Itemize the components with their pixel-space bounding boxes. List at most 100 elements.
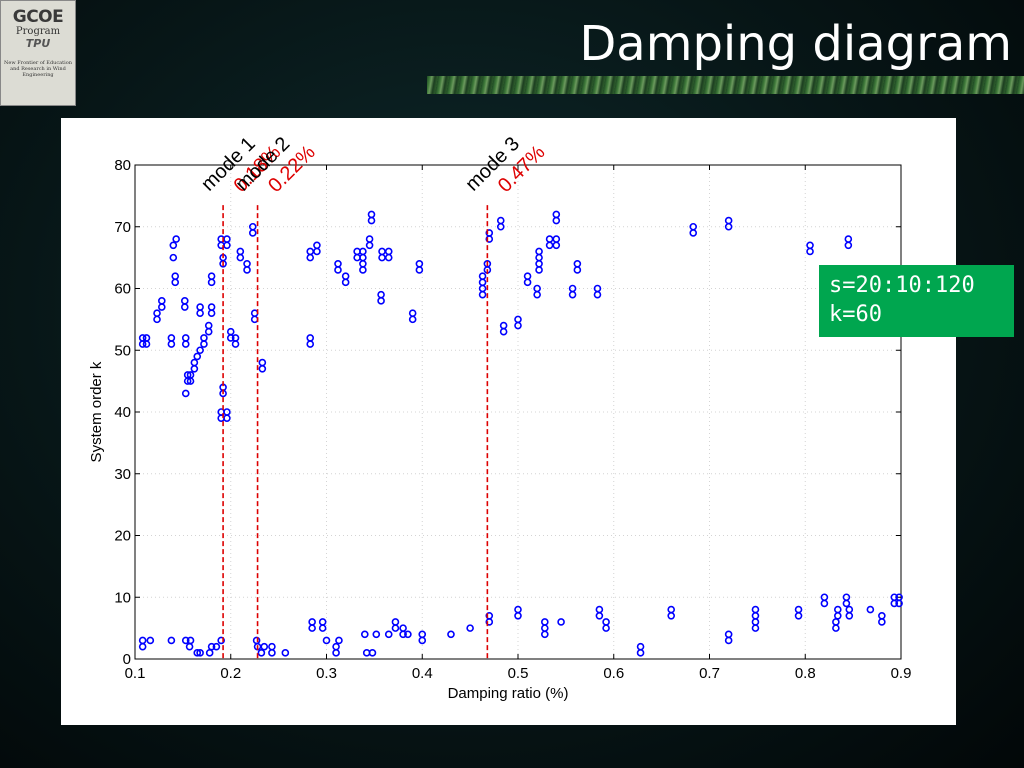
data-point — [842, 599, 851, 608]
slide-title: Damping diagram — [579, 16, 1012, 72]
data-point — [751, 624, 760, 632]
data-point — [243, 266, 251, 274]
data-point — [391, 618, 400, 626]
data-point — [408, 315, 417, 324]
data-point — [602, 624, 610, 632]
data-point — [313, 241, 321, 250]
data-point — [190, 358, 199, 367]
x-tick-label: 0.8 — [795, 665, 816, 682]
data-point — [535, 266, 543, 274]
logo-line-2: Program — [15, 26, 61, 37]
data-point — [478, 272, 487, 280]
data-point — [844, 241, 853, 250]
y-tick-label: 70 — [114, 219, 131, 236]
data-point — [186, 371, 195, 379]
data-point — [181, 389, 190, 398]
y-tick-label: 20 — [114, 528, 131, 545]
data-point — [359, 266, 367, 274]
data-point — [207, 309, 216, 317]
x-tick-label: 0.3 — [316, 665, 337, 682]
data-point — [181, 334, 190, 342]
logo-tagline: New Frontier of Education and Research i… — [4, 60, 72, 78]
data-point — [523, 272, 532, 280]
data-point — [258, 364, 267, 373]
data-point — [533, 290, 541, 299]
data-point — [335, 636, 343, 645]
data-point — [308, 624, 316, 632]
data-point — [318, 624, 327, 632]
y-tick-label: 80 — [114, 157, 131, 174]
data-point — [308, 618, 316, 626]
data-point — [496, 216, 505, 225]
data-point — [252, 636, 261, 645]
data-point — [207, 642, 216, 651]
data-point — [231, 340, 240, 348]
data-point — [384, 253, 393, 262]
data-point — [377, 290, 385, 299]
data-point — [533, 284, 541, 293]
data-point — [751, 605, 760, 614]
data-point — [636, 649, 645, 657]
data-point — [535, 260, 543, 268]
data-point — [845, 611, 854, 620]
x-tick-label: 0.5 — [508, 665, 529, 682]
data-point — [378, 247, 386, 256]
x-tick-label: 0.2 — [220, 665, 241, 682]
data-point — [207, 272, 216, 280]
data-point — [866, 605, 875, 614]
data-point — [158, 303, 166, 311]
data-point — [196, 309, 204, 317]
data-point — [185, 642, 194, 651]
data-point — [832, 618, 840, 626]
data-point — [418, 636, 427, 645]
data-point — [593, 284, 602, 293]
data-point — [751, 618, 760, 626]
data-point — [552, 241, 561, 250]
data-point — [142, 334, 151, 342]
data-point — [496, 222, 505, 231]
parameter-k: k=60 — [829, 302, 882, 327]
data-point — [523, 278, 532, 287]
data-point — [158, 297, 166, 305]
data-point — [226, 327, 235, 336]
data-point — [181, 340, 190, 348]
data-point — [172, 235, 180, 243]
data-point — [193, 649, 202, 657]
decorative-stripe — [427, 76, 1024, 94]
data-point — [334, 260, 342, 268]
data-point — [313, 247, 321, 256]
data-point — [196, 649, 204, 657]
y-tick-label: 40 — [114, 404, 131, 421]
data-point — [557, 618, 565, 626]
data-point — [593, 290, 602, 299]
data-point — [478, 284, 487, 293]
data-point — [138, 642, 147, 651]
y-tick-label: 60 — [114, 281, 131, 298]
x-tick-label: 0.4 — [412, 665, 433, 682]
data-point — [138, 636, 147, 645]
data-point — [878, 618, 886, 626]
parameter-box: s=20:10:120 k=60 — [819, 265, 1014, 337]
data-point — [636, 642, 645, 651]
plot-frame — [134, 164, 902, 660]
data-point — [200, 334, 208, 342]
data-point — [724, 216, 733, 225]
data-point — [806, 247, 814, 256]
parameter-s: s=20:10:120 — [829, 273, 975, 298]
logo-line-3: TPU — [25, 37, 51, 50]
data-point — [169, 241, 178, 250]
data-point — [196, 346, 204, 355]
data-point — [820, 593, 829, 602]
data-point — [667, 611, 676, 620]
damping-chart: 0.1 0.2 0.3 0.4 0.5 0.6 0.7 0.8 0.9 0 10 20 30 40 50 60… — [88, 133, 911, 702]
data-point — [478, 290, 487, 299]
x-tick-label: 0.6 — [603, 665, 624, 682]
data-point — [552, 235, 561, 243]
data-point — [794, 605, 803, 614]
data-point — [368, 649, 377, 657]
data-point — [153, 309, 161, 317]
data-point — [595, 605, 604, 614]
data-point — [231, 334, 240, 342]
data-point — [204, 321, 213, 330]
data-point — [878, 611, 886, 620]
